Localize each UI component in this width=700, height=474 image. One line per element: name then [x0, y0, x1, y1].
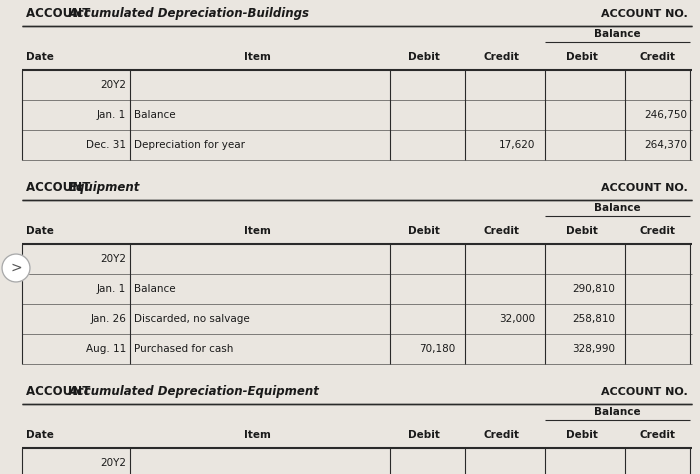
Text: ACCOUNT NO.: ACCOUNT NO.: [601, 9, 688, 19]
Text: Balance: Balance: [134, 284, 176, 294]
Text: Debit: Debit: [566, 227, 597, 237]
Text: Depreciation for year: Depreciation for year: [134, 140, 245, 150]
Text: 20Y2: 20Y2: [100, 80, 126, 90]
Text: ACCOUNT: ACCOUNT: [26, 8, 94, 20]
Text: Credit: Credit: [640, 53, 676, 63]
Text: 290,810: 290,810: [572, 284, 615, 294]
Text: Credit: Credit: [640, 430, 676, 440]
Text: 264,370: 264,370: [644, 140, 687, 150]
Text: 20Y2: 20Y2: [100, 458, 126, 468]
Text: Balance: Balance: [594, 407, 640, 417]
Text: Balance: Balance: [594, 203, 640, 213]
Text: 246,750: 246,750: [644, 110, 687, 120]
Text: Credit: Credit: [484, 430, 519, 440]
Text: Jan. 1: Jan. 1: [97, 110, 126, 120]
Text: Credit: Credit: [484, 227, 519, 237]
Text: 32,000: 32,000: [499, 314, 535, 324]
Text: ACCOUNT: ACCOUNT: [26, 182, 94, 194]
Text: Balance: Balance: [594, 29, 640, 39]
Text: Item: Item: [244, 227, 271, 237]
Text: Item: Item: [244, 430, 271, 440]
Text: Date: Date: [26, 53, 54, 63]
Text: Equipment: Equipment: [69, 182, 140, 194]
Text: Debit: Debit: [408, 53, 440, 63]
Text: Debit: Debit: [408, 227, 440, 237]
Text: Discarded, no salvage: Discarded, no salvage: [134, 314, 250, 324]
Text: Jan. 26: Jan. 26: [90, 314, 126, 324]
Text: Debit: Debit: [566, 430, 597, 440]
Text: Credit: Credit: [484, 53, 519, 63]
Text: Credit: Credit: [640, 227, 676, 237]
Text: Aug. 11: Aug. 11: [85, 344, 126, 354]
Text: 20Y2: 20Y2: [100, 254, 126, 264]
Text: Jan. 1: Jan. 1: [97, 284, 126, 294]
Text: Purchased for cash: Purchased for cash: [134, 344, 233, 354]
Text: ACCOUNT NO.: ACCOUNT NO.: [601, 387, 688, 397]
Text: Date: Date: [26, 430, 54, 440]
Text: 328,990: 328,990: [572, 344, 615, 354]
Text: 258,810: 258,810: [572, 314, 615, 324]
Text: 70,180: 70,180: [419, 344, 455, 354]
Circle shape: [2, 254, 30, 282]
Text: Debit: Debit: [408, 430, 440, 440]
Text: ACCOUNT NO.: ACCOUNT NO.: [601, 183, 688, 193]
Text: Dec. 31: Dec. 31: [86, 140, 126, 150]
Text: Accumulated Depreciation-Equipment: Accumulated Depreciation-Equipment: [69, 385, 319, 399]
Text: Accumulated Depreciation-Buildings: Accumulated Depreciation-Buildings: [69, 8, 309, 20]
Text: Debit: Debit: [566, 53, 597, 63]
Text: ACCOUNT: ACCOUNT: [26, 385, 94, 399]
Text: Item: Item: [244, 53, 271, 63]
Text: Balance: Balance: [134, 110, 176, 120]
Text: Date: Date: [26, 227, 54, 237]
Text: 17,620: 17,620: [498, 140, 535, 150]
Text: >: >: [10, 261, 22, 275]
